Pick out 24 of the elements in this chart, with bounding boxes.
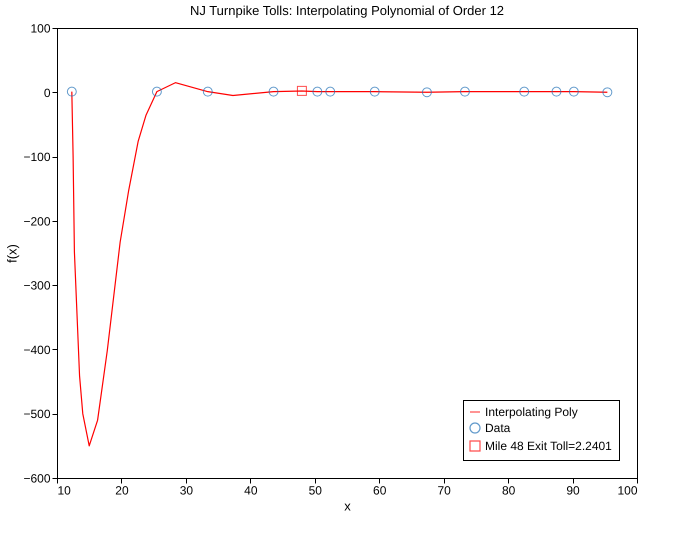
x-tick-label: 60: [373, 484, 387, 498]
y-tick-label: −200: [23, 214, 51, 228]
x-tick-label: 10: [58, 484, 72, 498]
legend-label: Interpolating Poly: [485, 405, 578, 419]
y-tick-label: −500: [23, 407, 51, 422]
x-axis-title: x: [344, 498, 352, 514]
y-tick-label: −400: [23, 342, 51, 357]
y-tick-label: 0: [44, 86, 51, 100]
x-tick-label: 20: [115, 484, 129, 498]
x-tick-label: 30: [180, 484, 194, 498]
x-tick-label: 100: [617, 484, 638, 498]
legend-label: Data: [485, 421, 511, 435]
x-tick-label: 90: [566, 484, 580, 498]
y-tick-label: 100: [30, 22, 51, 36]
y-tick-label: −600: [23, 472, 51, 486]
x-tick-label: 40: [244, 484, 258, 498]
x-tick-label: 70: [437, 484, 452, 498]
y-tick-label: −100: [23, 150, 51, 164]
x-tick-label: 50: [308, 484, 322, 498]
y-tick-label: −300: [23, 278, 51, 293]
x-tick-label: 80: [502, 484, 516, 498]
y-axis-title: f(x): [4, 244, 20, 263]
chart-title: NJ Turnpike Tolls: Interpolating Polynomial of Order 12: [190, 3, 504, 18]
legend-label: Mile 48 Exit Toll=2.2401: [485, 439, 612, 453]
